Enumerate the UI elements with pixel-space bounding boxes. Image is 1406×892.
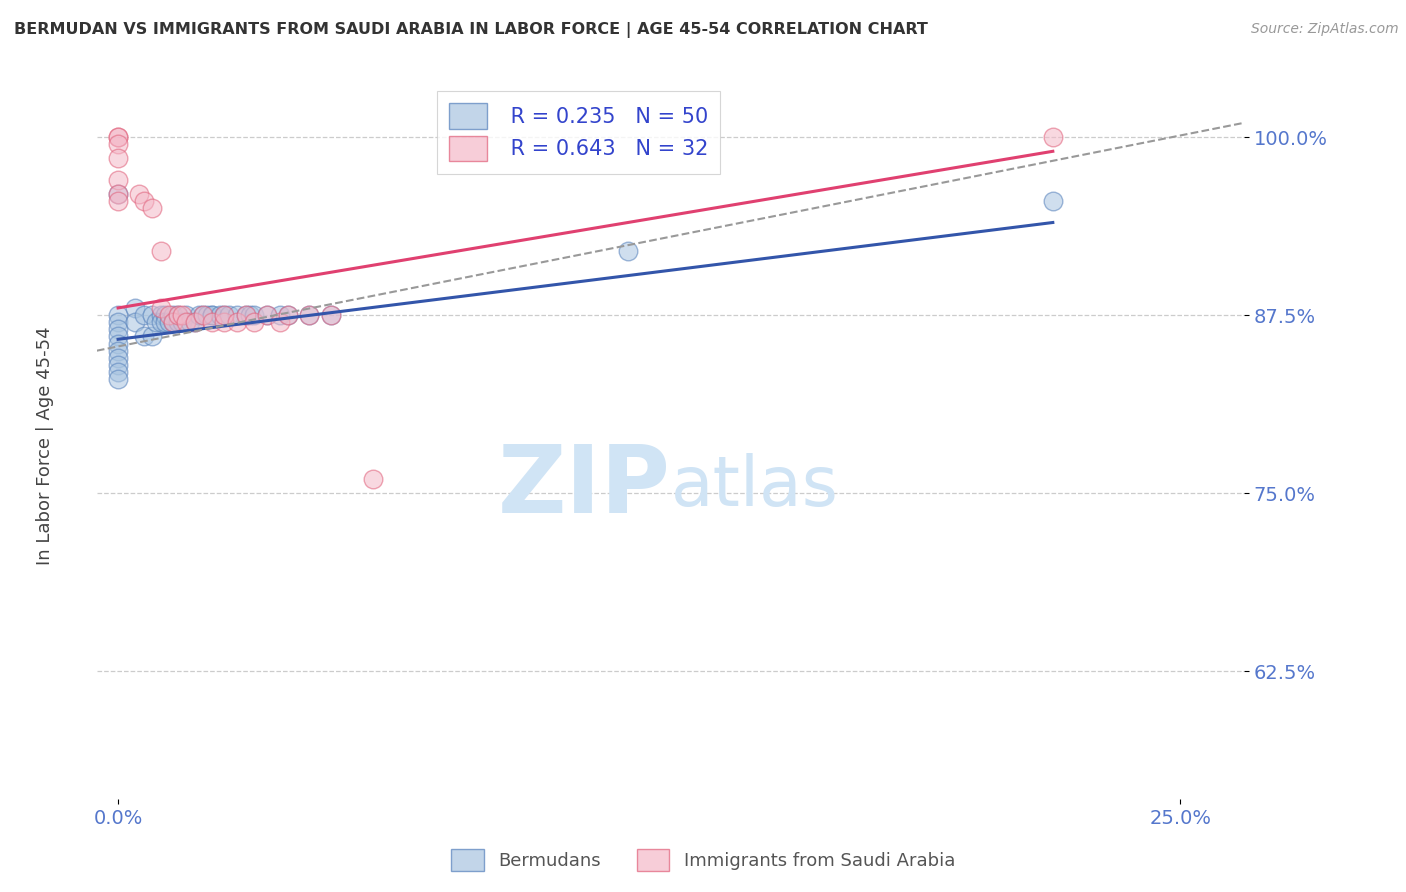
Point: [107, 130, 129, 145]
Point: [107, 152, 129, 166]
Point: [269, 315, 291, 329]
Point: [162, 315, 184, 329]
Point: [107, 130, 129, 145]
Point: [214, 308, 236, 322]
Point: [191, 308, 214, 322]
Legend: Bermudans, Immigrants from Saudi Arabia: Bermudans, Immigrants from Saudi Arabia: [444, 842, 962, 879]
Point: [107, 336, 129, 351]
Text: atlas: atlas: [671, 453, 838, 520]
Point: [218, 308, 240, 322]
Text: Source: ZipAtlas.com: Source: ZipAtlas.com: [1251, 22, 1399, 37]
Point: [141, 201, 163, 215]
Point: [107, 187, 129, 202]
Point: [195, 308, 218, 322]
Point: [149, 315, 172, 329]
Point: [269, 308, 291, 322]
Point: [226, 315, 249, 329]
Point: [132, 329, 155, 343]
Point: [235, 308, 257, 322]
Point: [617, 244, 640, 258]
Point: [174, 315, 197, 329]
Point: [209, 308, 232, 322]
Point: [170, 315, 193, 329]
Point: [145, 315, 167, 329]
Point: [107, 137, 129, 152]
Point: [319, 308, 342, 322]
Point: [298, 308, 321, 322]
Point: [107, 173, 129, 187]
Point: [243, 308, 266, 322]
Point: [107, 358, 129, 372]
Point: [200, 308, 222, 322]
Point: [107, 308, 129, 322]
Point: [361, 472, 384, 486]
Point: [243, 315, 266, 329]
Point: [162, 315, 184, 329]
Point: [256, 308, 278, 322]
Point: [319, 308, 342, 322]
Point: [149, 308, 172, 322]
Point: [1042, 194, 1064, 208]
Point: [277, 308, 299, 322]
Point: [107, 322, 129, 336]
Point: [107, 329, 129, 343]
Point: [226, 308, 249, 322]
Text: ZIP: ZIP: [498, 441, 671, 533]
Text: In Labor Force | Age 45-54: In Labor Force | Age 45-54: [37, 326, 53, 566]
Point: [107, 365, 129, 379]
Point: [141, 308, 163, 322]
Point: [239, 308, 262, 322]
Point: [179, 315, 201, 329]
Point: [107, 194, 129, 208]
Point: [107, 351, 129, 365]
Point: [157, 315, 180, 329]
Point: [149, 244, 172, 258]
Point: [187, 308, 209, 322]
Point: [162, 308, 184, 322]
Point: [166, 308, 188, 322]
Point: [214, 308, 236, 322]
Point: [124, 301, 146, 315]
Point: [235, 308, 257, 322]
Point: [174, 308, 197, 322]
Point: [1042, 130, 1064, 145]
Point: [191, 308, 214, 322]
Point: [183, 315, 205, 329]
Point: [298, 308, 321, 322]
Point: [214, 315, 236, 329]
Point: [200, 308, 222, 322]
Point: [256, 308, 278, 322]
Point: [124, 315, 146, 329]
Point: [132, 308, 155, 322]
Point: [107, 315, 129, 329]
Legend:  R = 0.235   N = 50,  R = 0.643   N = 32: R = 0.235 N = 50, R = 0.643 N = 32: [437, 91, 720, 174]
Point: [170, 308, 193, 322]
Point: [149, 301, 172, 315]
Text: BERMUDAN VS IMMIGRANTS FROM SAUDI ARABIA IN LABOR FORCE | AGE 45-54 CORRELATION : BERMUDAN VS IMMIGRANTS FROM SAUDI ARABIA…: [14, 22, 928, 38]
Point: [107, 372, 129, 386]
Point: [132, 194, 155, 208]
Point: [166, 315, 188, 329]
Point: [107, 187, 129, 202]
Point: [157, 308, 180, 322]
Point: [166, 308, 188, 322]
Point: [153, 315, 176, 329]
Point: [277, 308, 299, 322]
Point: [128, 187, 150, 202]
Point: [200, 315, 222, 329]
Point: [107, 343, 129, 358]
Point: [153, 308, 176, 322]
Point: [183, 315, 205, 329]
Point: [141, 329, 163, 343]
